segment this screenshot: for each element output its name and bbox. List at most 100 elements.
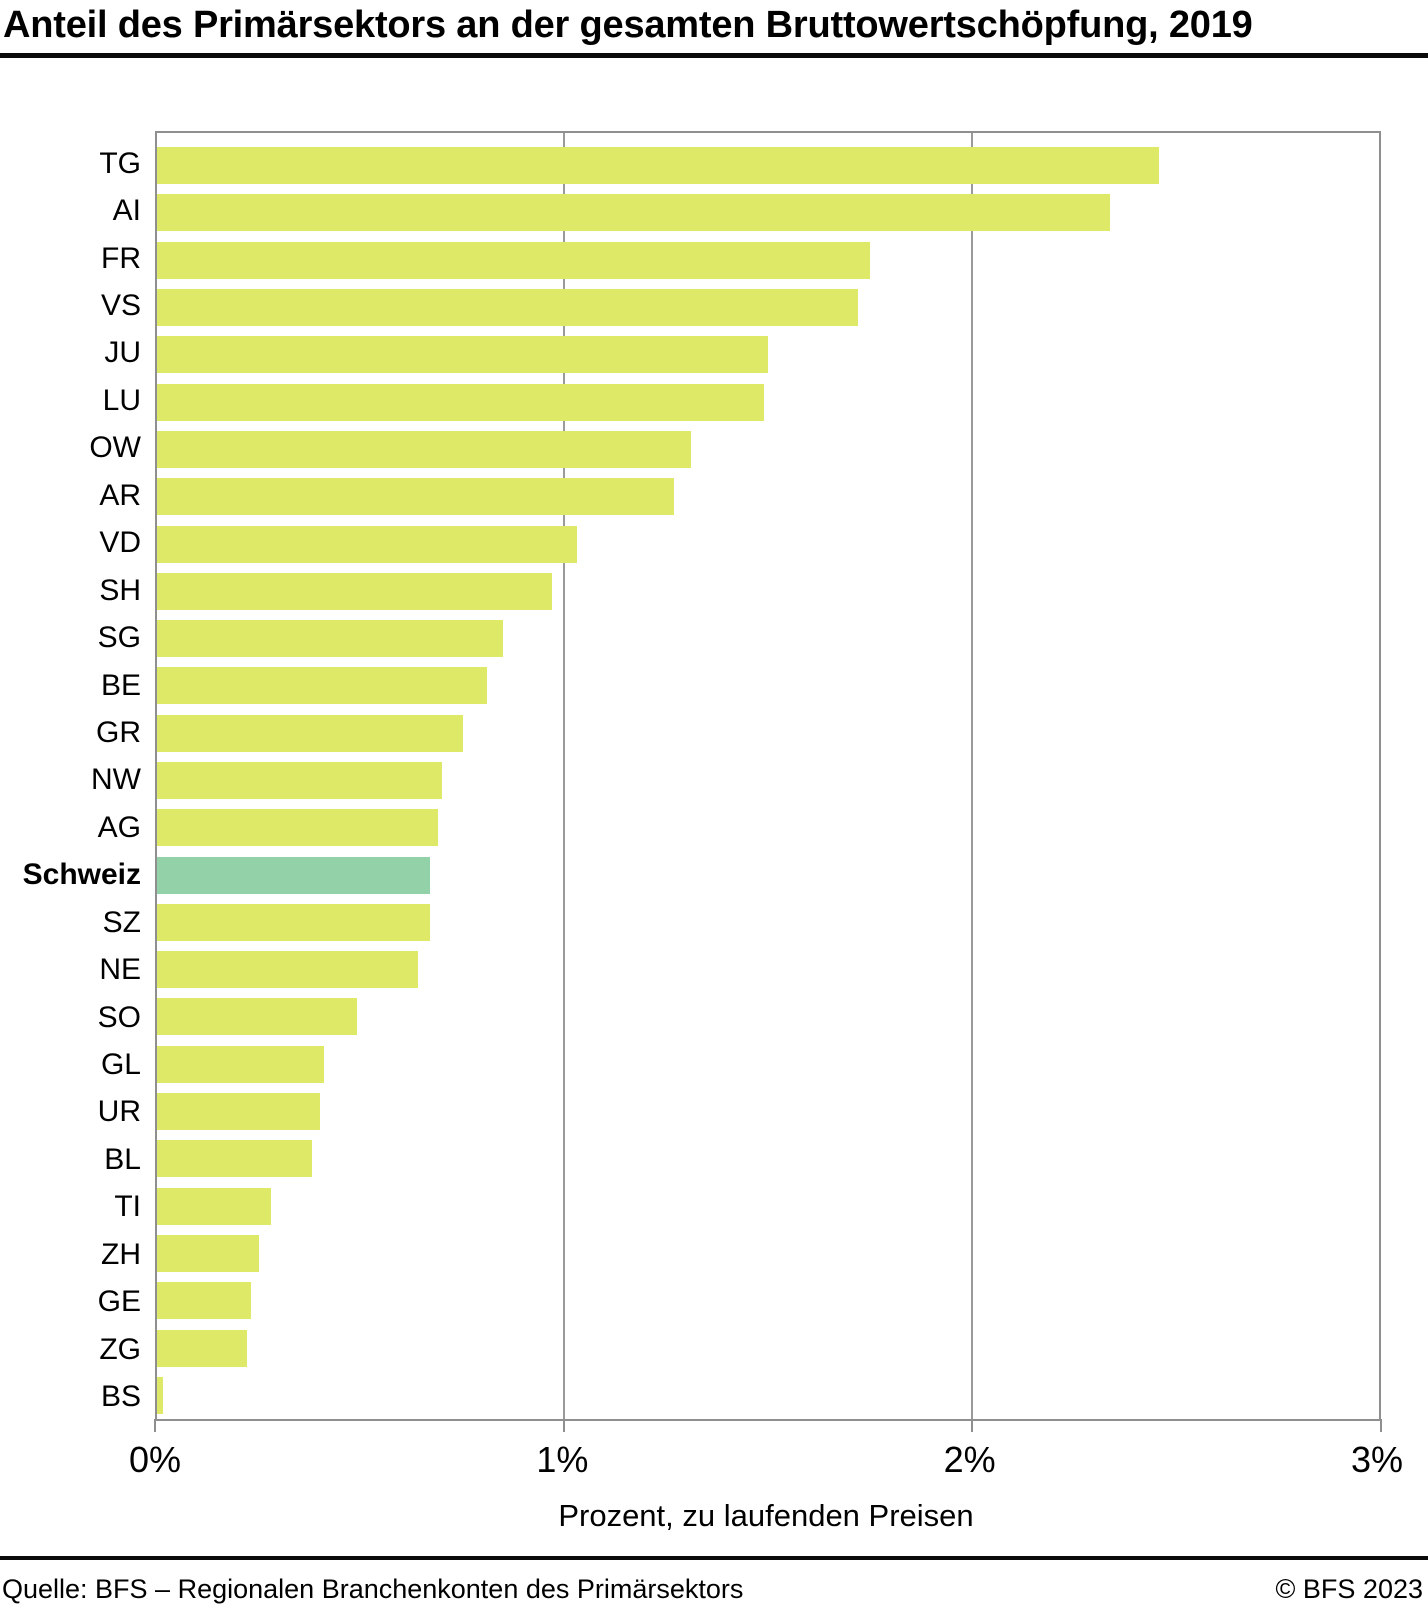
- title-divider: [0, 53, 1428, 58]
- bar-row-ne: [157, 946, 1379, 993]
- bar-tg: [157, 147, 1160, 185]
- footer-divider: [0, 1556, 1428, 1560]
- gridline-2: [970, 133, 973, 1419]
- x-tick-mark-2: [971, 1419, 974, 1432]
- bar-row-sh: [157, 568, 1379, 615]
- bar-ne: [157, 951, 418, 989]
- bar-row-so: [157, 993, 1379, 1040]
- bar-row-vd: [157, 520, 1379, 567]
- bar-gr: [157, 714, 463, 752]
- bar-ar: [157, 478, 675, 516]
- bar-nw: [157, 762, 443, 799]
- x-tick-label-0: 0%: [128, 1439, 182, 1480]
- row-label-ag: AG: [97, 810, 141, 844]
- bar-row-zg: [157, 1324, 1379, 1371]
- bar-row-ai: [157, 189, 1379, 236]
- bar-so: [157, 998, 357, 1036]
- bar-ge: [157, 1282, 251, 1320]
- bar-ju: [157, 336, 768, 374]
- bar-row-fr: [157, 237, 1379, 284]
- bar-row-ar: [157, 473, 1379, 520]
- bar-ur: [157, 1093, 320, 1131]
- bar-row-schweiz: [157, 851, 1379, 898]
- bar-vd: [157, 525, 577, 563]
- row-label-ge: GE: [97, 1285, 141, 1319]
- row-label-ju: JU: [104, 336, 141, 370]
- bar-lu: [157, 383, 764, 421]
- bar-row-ow: [157, 426, 1379, 473]
- x-axis-title: Prozent, zu laufenden Preisen: [558, 1498, 974, 1533]
- bar-row-gl: [157, 1041, 1379, 1088]
- gridline-1: [563, 133, 566, 1419]
- row-label-bs: BS: [100, 1380, 141, 1414]
- bar-vs: [157, 289, 858, 327]
- row-label-bl: BL: [104, 1142, 141, 1176]
- row-label-be: BE: [100, 668, 141, 702]
- row-label-tg: TG: [99, 146, 141, 180]
- row-label-nw: NW: [91, 763, 141, 797]
- bar-bs: [157, 1376, 164, 1414]
- x-tick-mark-3: [1380, 1419, 1382, 1432]
- bar-schweiz: [157, 856, 430, 894]
- bar-row-ag: [157, 804, 1379, 851]
- row-label-ur: UR: [97, 1095, 141, 1129]
- x-tick-mark-0: [154, 1419, 156, 1432]
- row-label-sg: SG: [97, 621, 141, 655]
- copyright-text: © BFS 2023: [1275, 1574, 1423, 1604]
- bar-row-be: [157, 662, 1379, 709]
- bar-sh: [157, 572, 553, 610]
- x-tick-mark-1: [562, 1419, 565, 1432]
- row-label-ti: TI: [114, 1190, 141, 1224]
- bar-row-ti: [157, 1183, 1379, 1230]
- row-label-schweiz: Schweiz: [22, 858, 141, 892]
- x-tick-label-3: 3%: [1350, 1439, 1404, 1480]
- x-tick-labels: 0% 1% 2% 3%: [129, 1439, 1403, 1484]
- bar-zh: [157, 1234, 259, 1272]
- row-label-ow: OW: [89, 431, 141, 465]
- plot-area: [154, 131, 1382, 1432]
- x-tick-label-1: 1%: [536, 1439, 589, 1480]
- row-label-ne: NE: [99, 953, 141, 987]
- bar-row-ge: [157, 1277, 1379, 1324]
- row-label-lu: LU: [102, 383, 141, 417]
- bar-row-lu: [157, 378, 1379, 425]
- bar-ai: [157, 194, 1111, 232]
- bar-fr: [157, 241, 870, 279]
- bar-row-vs: [157, 284, 1379, 331]
- row-label-gr: GR: [96, 715, 141, 749]
- category-labels: TG AI FR VS JU LU OW AR VD SH SG BE GR NW AG Schweiz SZ N…: [0, 131, 141, 1421]
- bar-row-gr: [157, 710, 1379, 757]
- bar-be: [157, 667, 487, 705]
- chart-title: Anteil des Primärsektors an der gesamten…: [3, 4, 1253, 46]
- bar-ow: [157, 430, 691, 468]
- bar-row-bl: [157, 1135, 1379, 1182]
- bar-ti: [157, 1187, 272, 1225]
- bar-zg: [157, 1329, 247, 1367]
- bar-row-nw: [157, 757, 1379, 804]
- bar-row-sz: [157, 899, 1379, 946]
- row-label-vd: VD: [99, 526, 141, 560]
- ticks-layer: [154, 1419, 1382, 1432]
- row-label-so: SO: [97, 1000, 141, 1034]
- footer: Quelle: BFS – Regionalen Branchenkonten …: [2, 1574, 1423, 1605]
- gridlines-layer: [157, 133, 1379, 1419]
- row-label-ar: AR: [99, 478, 141, 512]
- row-label-sz: SZ: [102, 905, 141, 939]
- row-label-zg: ZG: [99, 1332, 141, 1366]
- x-tick-label-2: 2%: [943, 1439, 996, 1480]
- row-label-vs: VS: [100, 289, 141, 323]
- bar-row-sg: [157, 615, 1379, 662]
- bar-sz: [157, 903, 430, 941]
- row-label-fr: FR: [101, 241, 141, 275]
- row-label-ai: AI: [112, 194, 141, 228]
- bar-bl: [157, 1140, 312, 1178]
- bar-row-bs: [157, 1372, 1379, 1419]
- bar-row-tg: [157, 142, 1379, 189]
- bar-gl: [157, 1045, 324, 1083]
- bars-area: [157, 133, 1379, 1419]
- source-text: Quelle: BFS – Regionalen Branchenkonten …: [2, 1574, 744, 1604]
- bar-ag: [157, 809, 439, 847]
- row-label-zh: ZH: [101, 1237, 141, 1271]
- bar-sg: [157, 620, 504, 658]
